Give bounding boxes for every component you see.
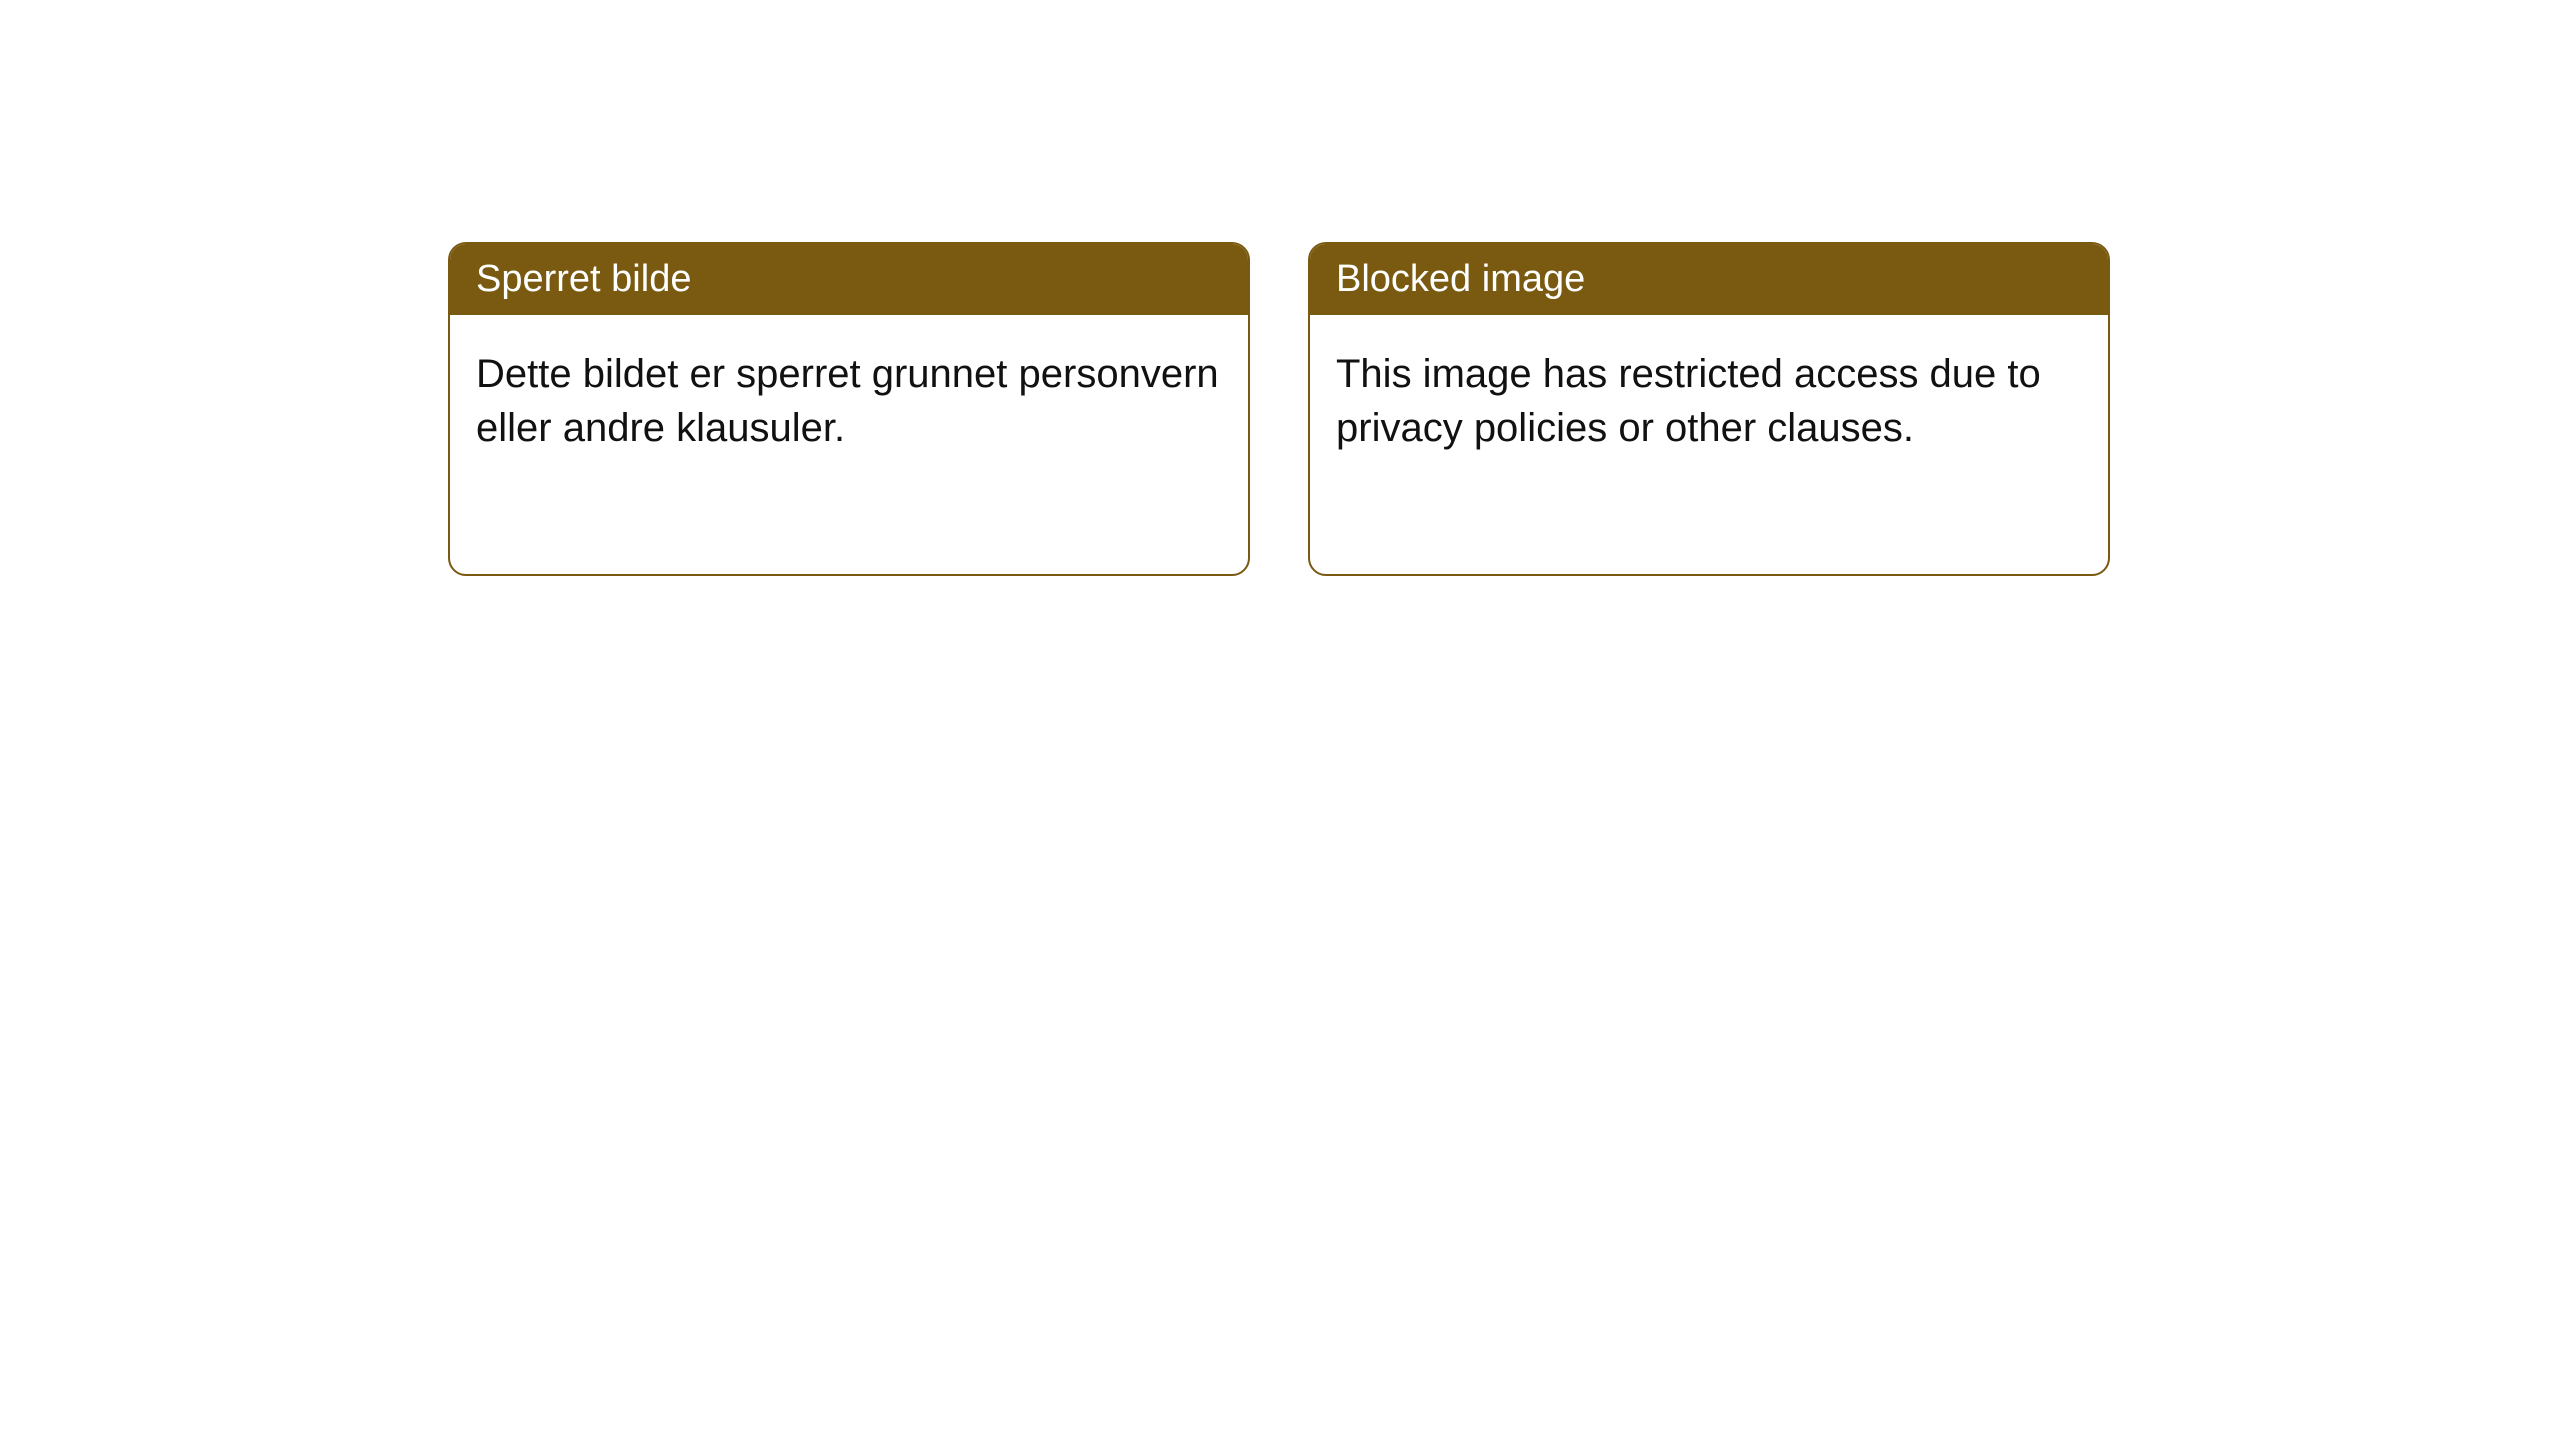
card-title: Sperret bilde [476, 258, 691, 301]
card-header: Blocked image [1310, 244, 2108, 315]
card-message: Dette bildet er sperret grunnet personve… [476, 347, 1222, 455]
card-english: Blocked image This image has restricted … [1308, 242, 2110, 576]
blocked-image-cards: Sperret bilde Dette bildet er sperret gr… [448, 242, 2110, 576]
card-header: Sperret bilde [450, 244, 1248, 315]
card-title: Blocked image [1336, 258, 1585, 301]
card-body: This image has restricted access due to … [1310, 315, 2108, 574]
card-message: This image has restricted access due to … [1336, 347, 2082, 455]
card-body: Dette bildet er sperret grunnet personve… [450, 315, 1248, 574]
card-norwegian: Sperret bilde Dette bildet er sperret gr… [448, 242, 1250, 576]
